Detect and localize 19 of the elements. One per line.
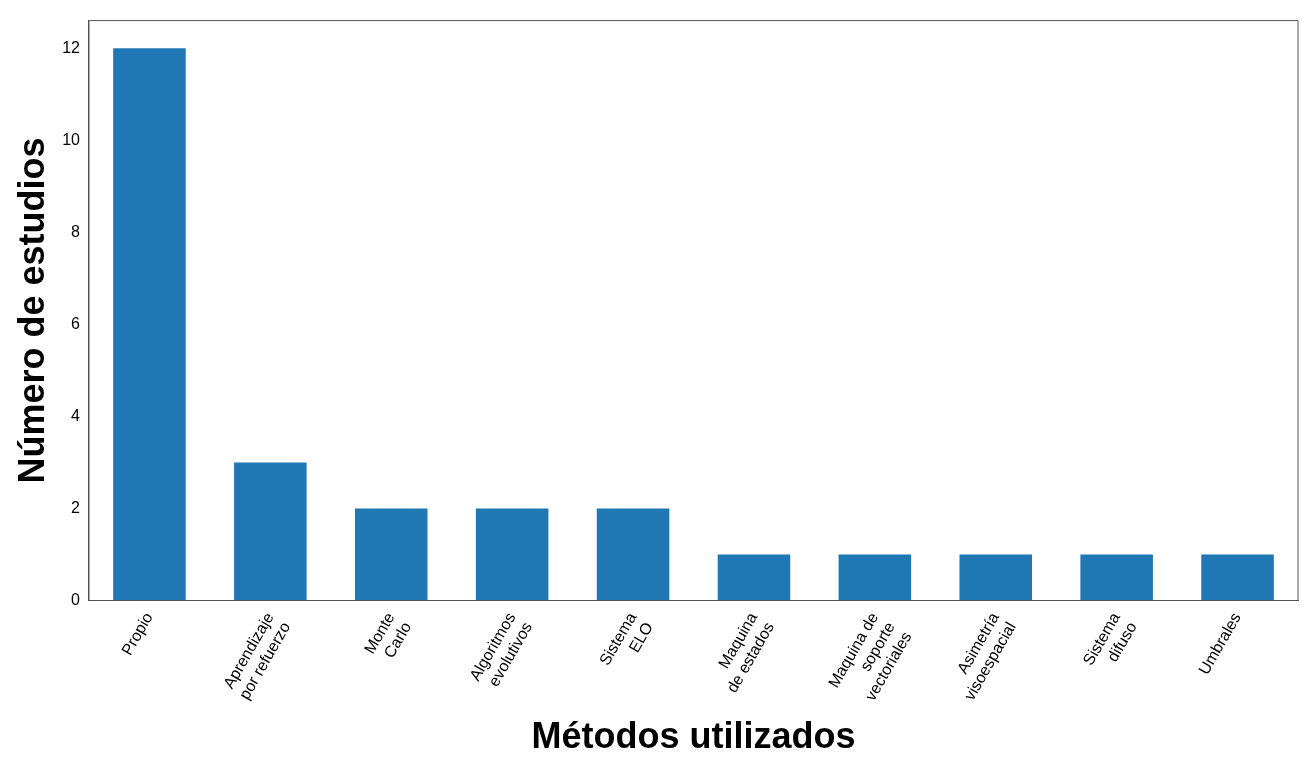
y-tick-label: 6 (71, 314, 81, 332)
bar (1201, 554, 1274, 601)
bar (234, 462, 307, 601)
bar (354, 508, 428, 601)
bar (113, 48, 186, 601)
y-tick-label: 4 (71, 406, 81, 424)
y-tick-label: 2 (71, 498, 81, 516)
bar (838, 554, 912, 601)
y-axis-title: Número de estudios (10, 137, 52, 484)
bar (959, 554, 1033, 601)
y-tick-label: 8 (71, 222, 81, 240)
x-axis-title: Métodos utilizados (531, 715, 856, 757)
bar (1080, 554, 1153, 601)
y-tick-label: 10 (62, 130, 81, 148)
bar (475, 508, 549, 601)
bar (596, 508, 670, 601)
y-tick-label: 12 (62, 38, 81, 56)
bar (717, 554, 791, 601)
y-tick-label: 0 (71, 590, 81, 608)
